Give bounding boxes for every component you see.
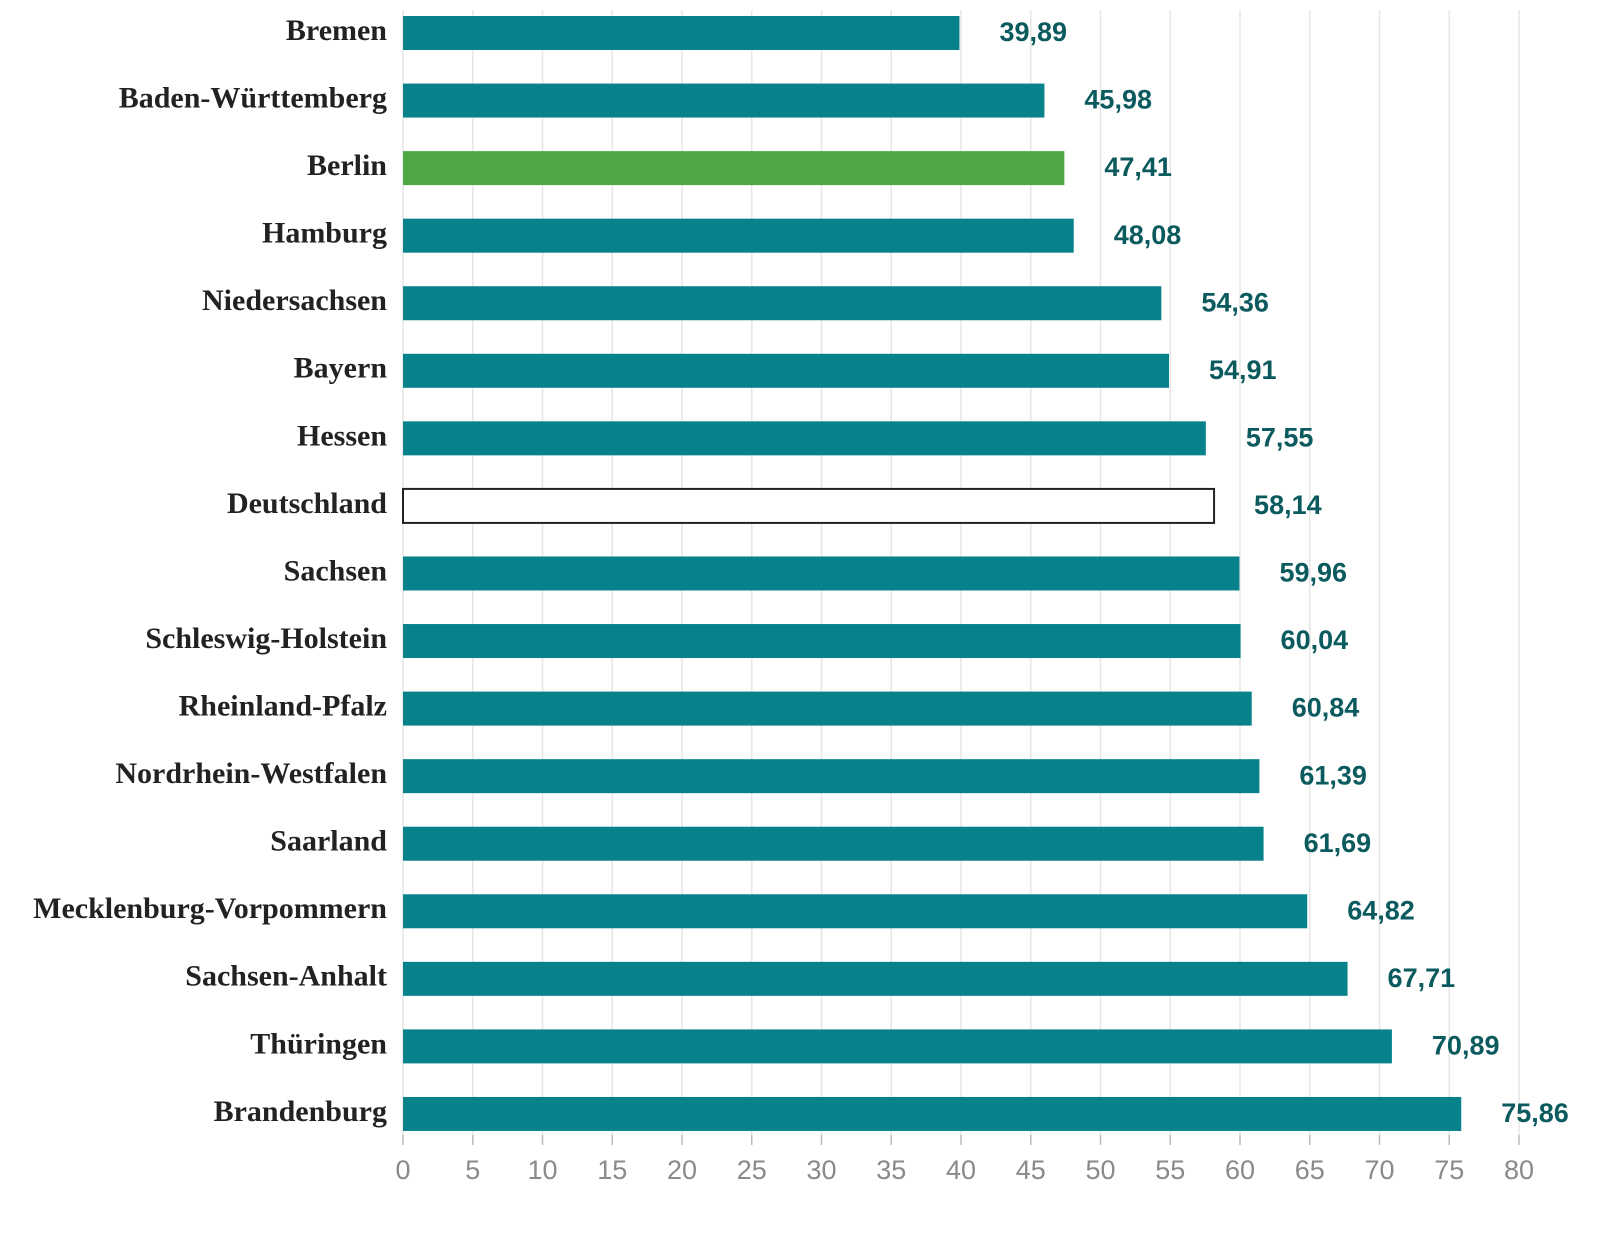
y-tick-label: Nordrhein-Westfalen: [115, 757, 387, 790]
bar: [403, 1029, 1392, 1064]
y-tick-label: Schleswig-Holstein: [145, 622, 387, 655]
value-label: 59,96: [1279, 558, 1347, 588]
x-tick-label: 70: [1364, 1155, 1394, 1185]
x-tick-label: 5: [465, 1155, 480, 1185]
x-tick-label: 60: [1225, 1155, 1255, 1185]
y-tick-label: Deutschland: [227, 487, 387, 520]
y-tick-label: Hessen: [297, 419, 387, 452]
y-tick-label: Rheinland-Pfalz: [179, 689, 387, 722]
value-label: 45,98: [1084, 85, 1152, 115]
bar: [403, 151, 1065, 186]
bar: [403, 353, 1169, 388]
x-tick-label: 30: [806, 1155, 836, 1185]
bar: [403, 624, 1241, 659]
x-tick-label: 35: [876, 1155, 906, 1185]
value-label: 64,82: [1347, 895, 1415, 925]
x-tick-label: 10: [527, 1155, 557, 1185]
bar: [403, 16, 960, 50]
bar: [403, 286, 1162, 321]
bar: [403, 894, 1308, 929]
bar: [403, 691, 1252, 726]
y-tick-label: Mecklenburg-Vorpommern: [33, 892, 387, 925]
y-tick-label: Brandenburg: [214, 1095, 387, 1128]
value-label: 57,55: [1246, 422, 1314, 452]
y-tick-label: Niedersachsen: [202, 284, 387, 317]
y-tick-label: Sachsen-Anhalt: [185, 960, 387, 993]
x-tick-label: 55: [1155, 1155, 1185, 1185]
y-tick-label: Berlin: [307, 149, 387, 182]
x-tick-label: 75: [1434, 1155, 1464, 1185]
bar: [403, 1096, 1462, 1131]
y-tick-label: Thüringen: [250, 1027, 387, 1060]
x-tick-label: 0: [395, 1155, 410, 1185]
x-tick-label: 50: [1085, 1155, 1115, 1185]
value-label: 54,36: [1201, 287, 1269, 317]
value-label: 58,14: [1254, 490, 1322, 520]
bar: [403, 218, 1074, 253]
bar: [403, 556, 1240, 591]
x-tick-label: 45: [1016, 1155, 1046, 1185]
bar: [403, 759, 1260, 794]
x-tick-label: 40: [946, 1155, 976, 1185]
value-label: 60,84: [1292, 693, 1360, 723]
y-tick-label: Sachsen: [284, 554, 388, 587]
value-label: 48,08: [1114, 220, 1182, 250]
y-tick-label: Bayern: [294, 352, 388, 385]
x-tick-label: 80: [1504, 1155, 1534, 1185]
value-label: 61,39: [1299, 760, 1367, 790]
y-tick-label: Bremen: [286, 14, 387, 47]
bar: [403, 83, 1045, 118]
x-tick-label: 15: [597, 1155, 627, 1185]
bar: [403, 826, 1264, 861]
x-tick-label: 25: [737, 1155, 767, 1185]
value-label: 75,86: [1501, 1098, 1569, 1128]
value-label: 60,04: [1281, 625, 1349, 655]
x-tick-label: 65: [1295, 1155, 1325, 1185]
value-label: 39,89: [999, 17, 1067, 47]
bar: [402, 487, 1216, 524]
y-tick-label: Baden-Württemberg: [119, 81, 387, 114]
y-tick-label: Saarland: [270, 825, 387, 858]
value-label: 61,69: [1304, 828, 1372, 858]
bar: [403, 961, 1348, 996]
x-tick-label: 20: [667, 1155, 697, 1185]
y-tick-label: Hamburg: [262, 217, 387, 250]
value-label: 54,91: [1209, 355, 1277, 385]
value-label: 67,71: [1388, 963, 1456, 993]
value-label: 70,89: [1432, 1031, 1500, 1061]
value-label: 47,41: [1104, 152, 1172, 182]
bar: [403, 421, 1206, 456]
